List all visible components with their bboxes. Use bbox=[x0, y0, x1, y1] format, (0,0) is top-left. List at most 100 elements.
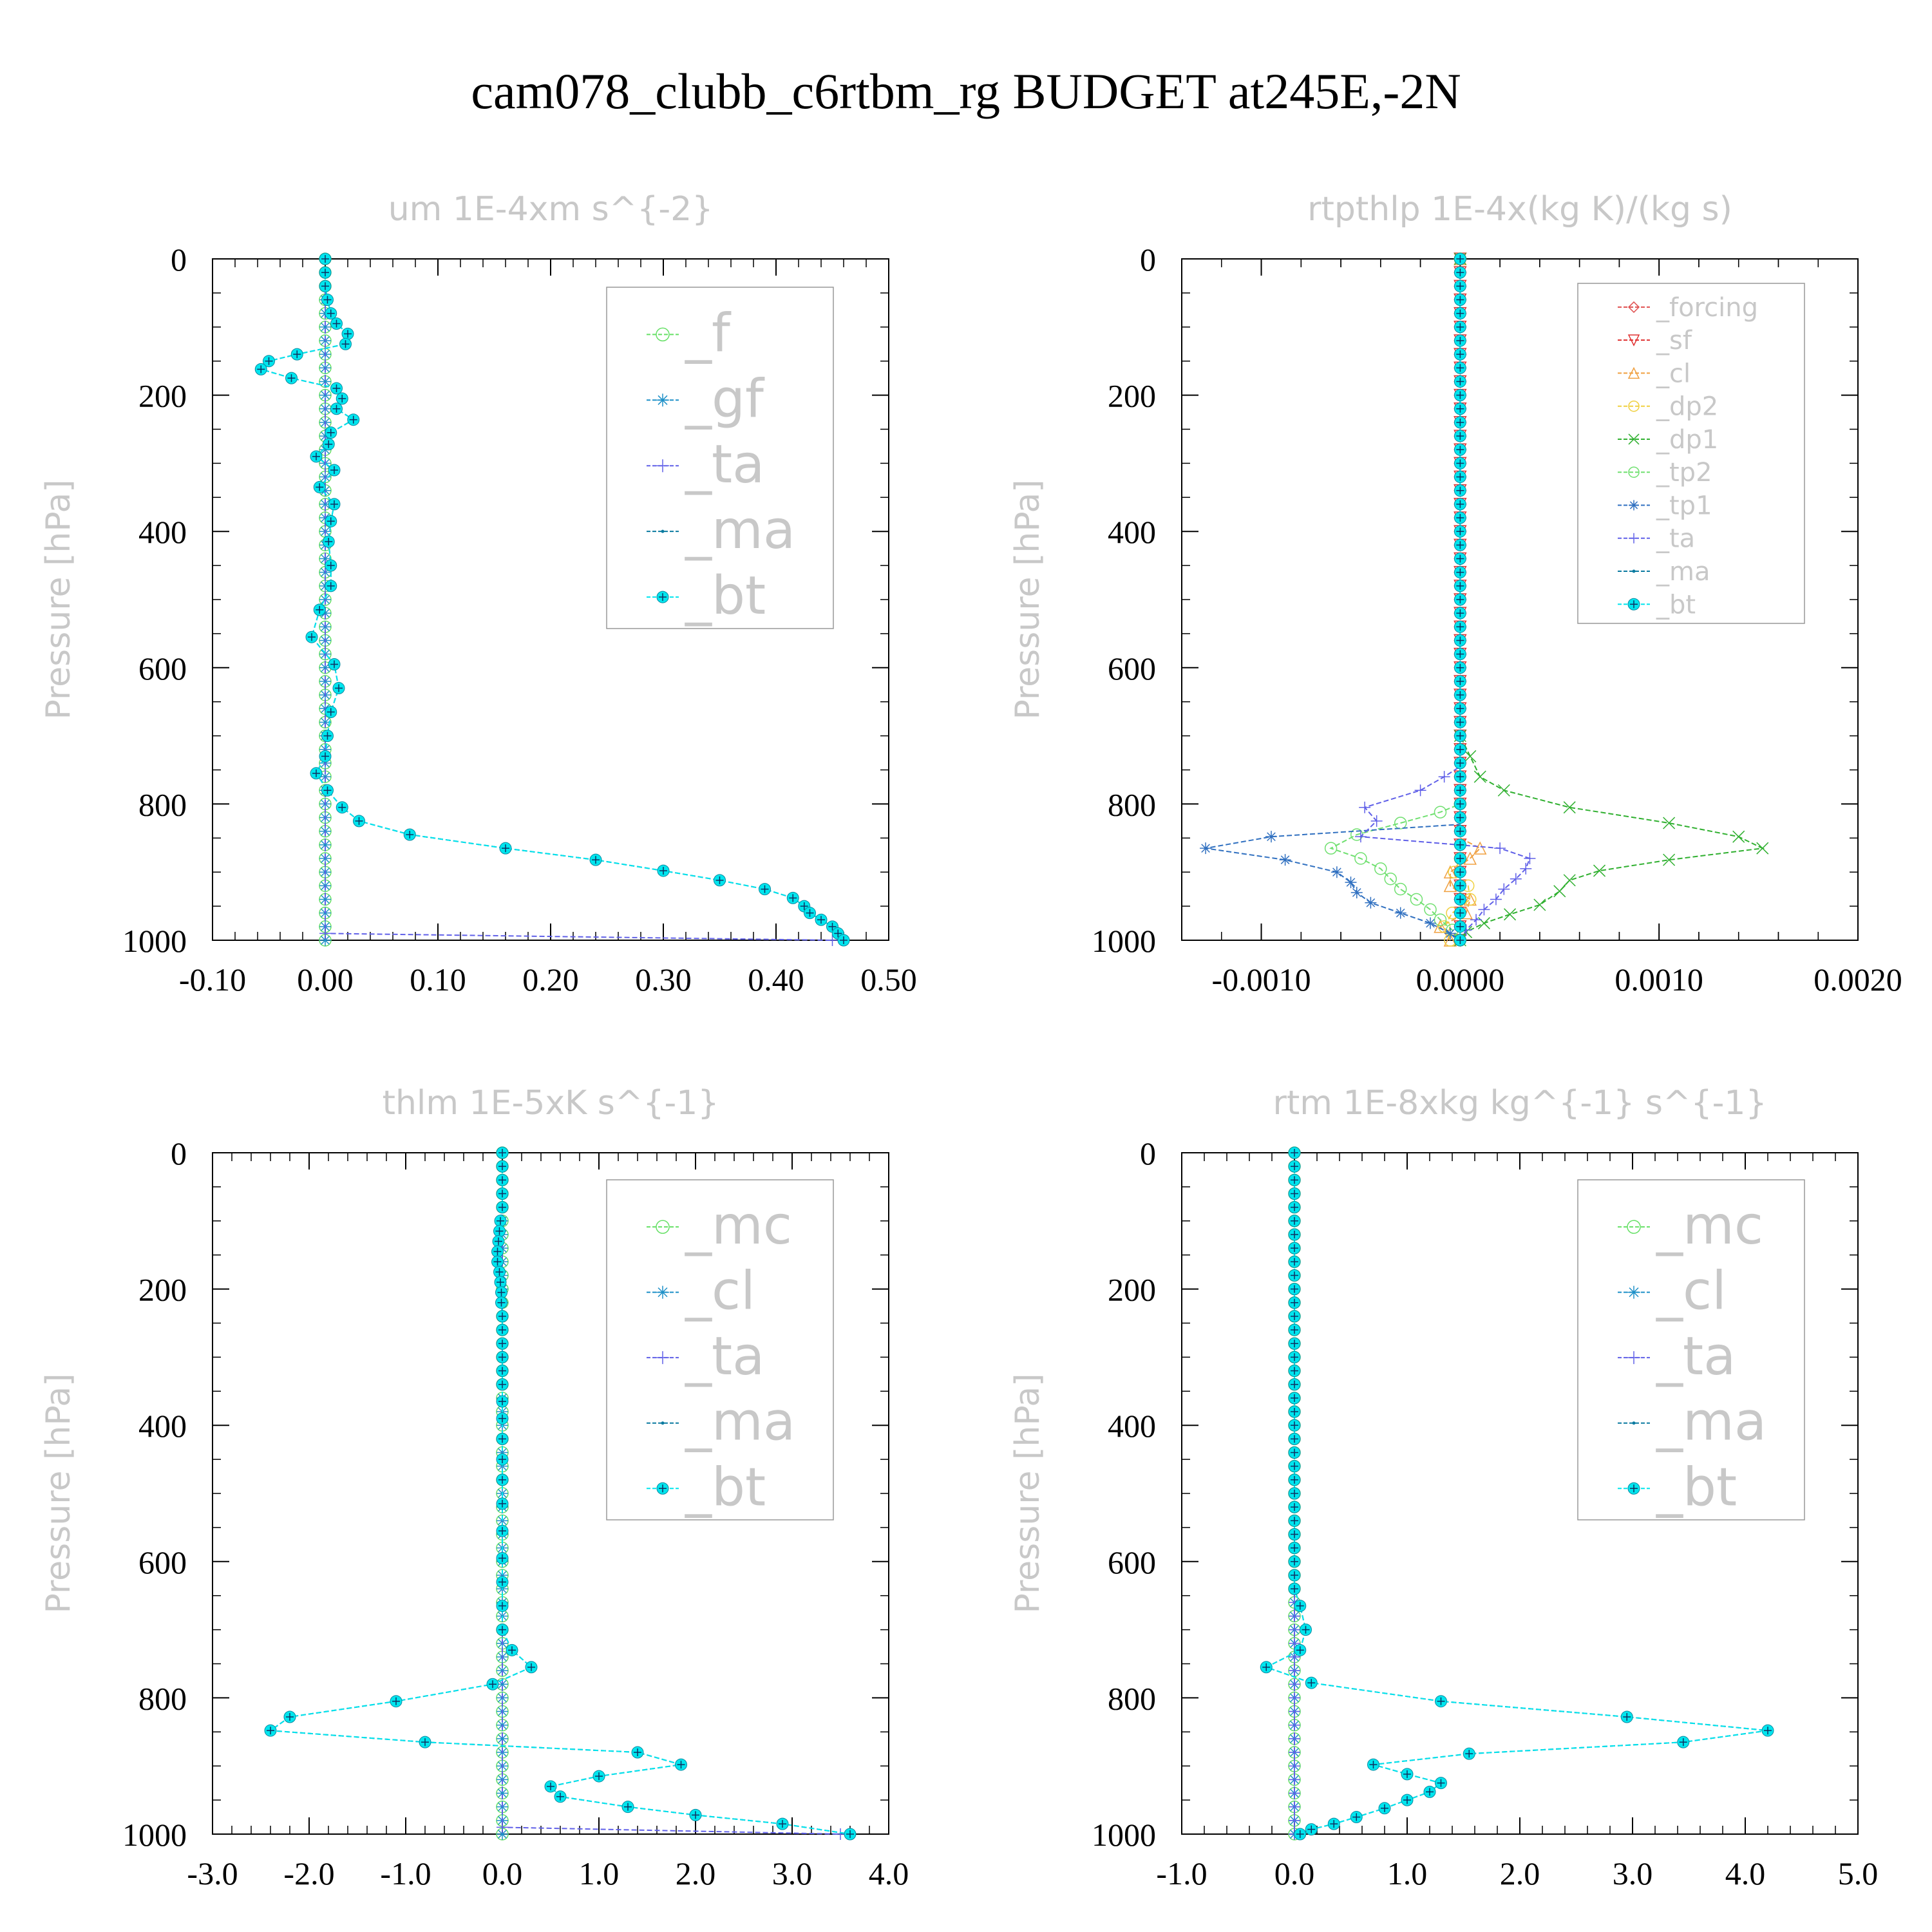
asterisk-point bbox=[1345, 876, 1357, 889]
triangle-down-point bbox=[1627, 334, 1640, 346]
plus-point bbox=[1510, 873, 1522, 885]
legend-label: _bt bbox=[1656, 1457, 1737, 1518]
asterisk-point bbox=[319, 661, 331, 674]
circle-point bbox=[1434, 913, 1447, 927]
series-line-bt bbox=[260, 259, 844, 941]
legend-box bbox=[1577, 283, 1805, 624]
dot-point bbox=[661, 529, 665, 533]
series-markers-bt bbox=[1260, 1146, 1774, 1841]
dot-point bbox=[1632, 569, 1636, 573]
asterisk-point bbox=[497, 1828, 508, 1840]
dot-point bbox=[661, 1421, 665, 1425]
plus-point bbox=[1470, 914, 1482, 926]
legend-entry: _ma bbox=[1618, 557, 1710, 587]
triangle-point bbox=[1463, 851, 1477, 865]
legend-entry: _bt bbox=[647, 1457, 766, 1518]
x-point bbox=[1533, 898, 1546, 911]
asterisk-point bbox=[1279, 854, 1291, 866]
y-tick-label: 600 bbox=[1108, 1544, 1156, 1580]
plus-point bbox=[1289, 1801, 1300, 1813]
plus-point bbox=[1438, 771, 1450, 783]
legend-label: _mc bbox=[685, 1195, 792, 1256]
chart-panel-2: rtpthlp 1E-4x(kg K)/(kg s) 0 200 400 600 800 1… bbox=[1009, 190, 1902, 998]
x-tick-label: 3.0 bbox=[772, 1855, 813, 1891]
circle-point bbox=[656, 327, 670, 342]
plus-point bbox=[1370, 815, 1383, 827]
panel-subtitle: um 1E-4xm s^{-2} bbox=[388, 190, 714, 229]
legend-entry: _mc bbox=[1618, 1195, 1763, 1256]
asterisk-point bbox=[1425, 917, 1437, 929]
dot-point bbox=[1632, 1421, 1636, 1425]
circle-point bbox=[1627, 1220, 1641, 1234]
legend-label: _ma bbox=[685, 500, 795, 561]
asterisk-point bbox=[319, 553, 331, 565]
legend-label: _ma bbox=[1656, 1392, 1766, 1453]
x-point bbox=[1497, 784, 1510, 797]
y-tick-label: 800 bbox=[138, 1680, 187, 1716]
circle-point bbox=[1374, 862, 1387, 875]
triangle-point bbox=[1443, 878, 1457, 893]
legend-box bbox=[606, 287, 834, 629]
y-axis-label: Pressure [hPa] bbox=[1009, 480, 1047, 720]
legend-label: _cl bbox=[1656, 1261, 1727, 1322]
legend-entry: _tp2 bbox=[1618, 458, 1712, 488]
legend-entry: _dp2 bbox=[1618, 392, 1718, 422]
plus-point bbox=[826, 934, 838, 946]
y-tick-label: 200 bbox=[1108, 378, 1156, 414]
asterisk-point bbox=[319, 934, 331, 946]
asterisk-point bbox=[319, 893, 331, 905]
y-tick-label: 600 bbox=[1108, 650, 1156, 687]
legend-label: _dp2 bbox=[1656, 392, 1718, 422]
y-tick-label: 0 bbox=[171, 242, 187, 278]
legend-label: _ta bbox=[1656, 524, 1695, 554]
y-tick-label: 200 bbox=[138, 378, 187, 414]
circle-point bbox=[1354, 852, 1367, 865]
legend-label: _cl bbox=[685, 1261, 755, 1322]
x-point bbox=[1663, 853, 1676, 866]
x-tick-label: 0.0010 bbox=[1615, 961, 1703, 998]
x-tick-label: 0.10 bbox=[410, 961, 466, 998]
series-line-dp1 bbox=[1459, 259, 1765, 941]
plus-point bbox=[1289, 1747, 1300, 1759]
asterisk-point bbox=[497, 1732, 508, 1745]
y-tick-label: 400 bbox=[1108, 1408, 1156, 1444]
panel-subtitle: thlm 1E-5xK s^{-1} bbox=[383, 1084, 719, 1122]
legend-entry: _ma bbox=[647, 1392, 795, 1453]
legend-label: _gf bbox=[685, 368, 765, 430]
series-markers-bt bbox=[264, 1146, 857, 1841]
y-tick-label: 1000 bbox=[1092, 923, 1156, 959]
y-tick-label: 400 bbox=[1108, 514, 1156, 550]
plus-point bbox=[1627, 1351, 1640, 1365]
legend-label: _ta bbox=[685, 434, 764, 495]
x-tick-label: 2.0 bbox=[1500, 1855, 1540, 1891]
legend-entry: _bt bbox=[1618, 1457, 1737, 1518]
y-tick-label: 600 bbox=[138, 650, 187, 687]
legend-entry: _f bbox=[647, 303, 732, 364]
circle-point bbox=[1434, 806, 1447, 819]
x-point bbox=[1663, 817, 1676, 829]
legend-entry: _ta bbox=[647, 434, 764, 495]
y-tick-label: 600 bbox=[138, 1544, 187, 1580]
circle-point bbox=[1628, 400, 1640, 412]
asterisk-point bbox=[319, 498, 331, 510]
asterisk-point bbox=[656, 393, 669, 407]
x-tick-label: 1.0 bbox=[1387, 1855, 1428, 1891]
x-point bbox=[1732, 830, 1745, 843]
y-tick-label: 0 bbox=[1140, 242, 1156, 278]
legend-entry: _cl bbox=[1618, 359, 1690, 388]
plus-point bbox=[1490, 893, 1502, 905]
y-tick-label: 200 bbox=[138, 1272, 187, 1308]
legend-entry: _bt bbox=[647, 565, 766, 627]
asterisk-point bbox=[319, 484, 331, 497]
series-line-cl bbox=[1439, 259, 1481, 941]
x-tick-label: 0.0000 bbox=[1416, 961, 1505, 998]
x-point bbox=[1593, 864, 1606, 877]
legend-entry: _tp1 bbox=[1618, 491, 1712, 520]
plus-point bbox=[1289, 1814, 1300, 1826]
asterisk-point bbox=[319, 430, 331, 442]
y-axis-label: Pressure [hPa] bbox=[39, 480, 78, 720]
plus-point bbox=[656, 1351, 669, 1365]
plus-point bbox=[1289, 1665, 1300, 1677]
x-tick-label: 0.0 bbox=[1274, 1855, 1315, 1891]
